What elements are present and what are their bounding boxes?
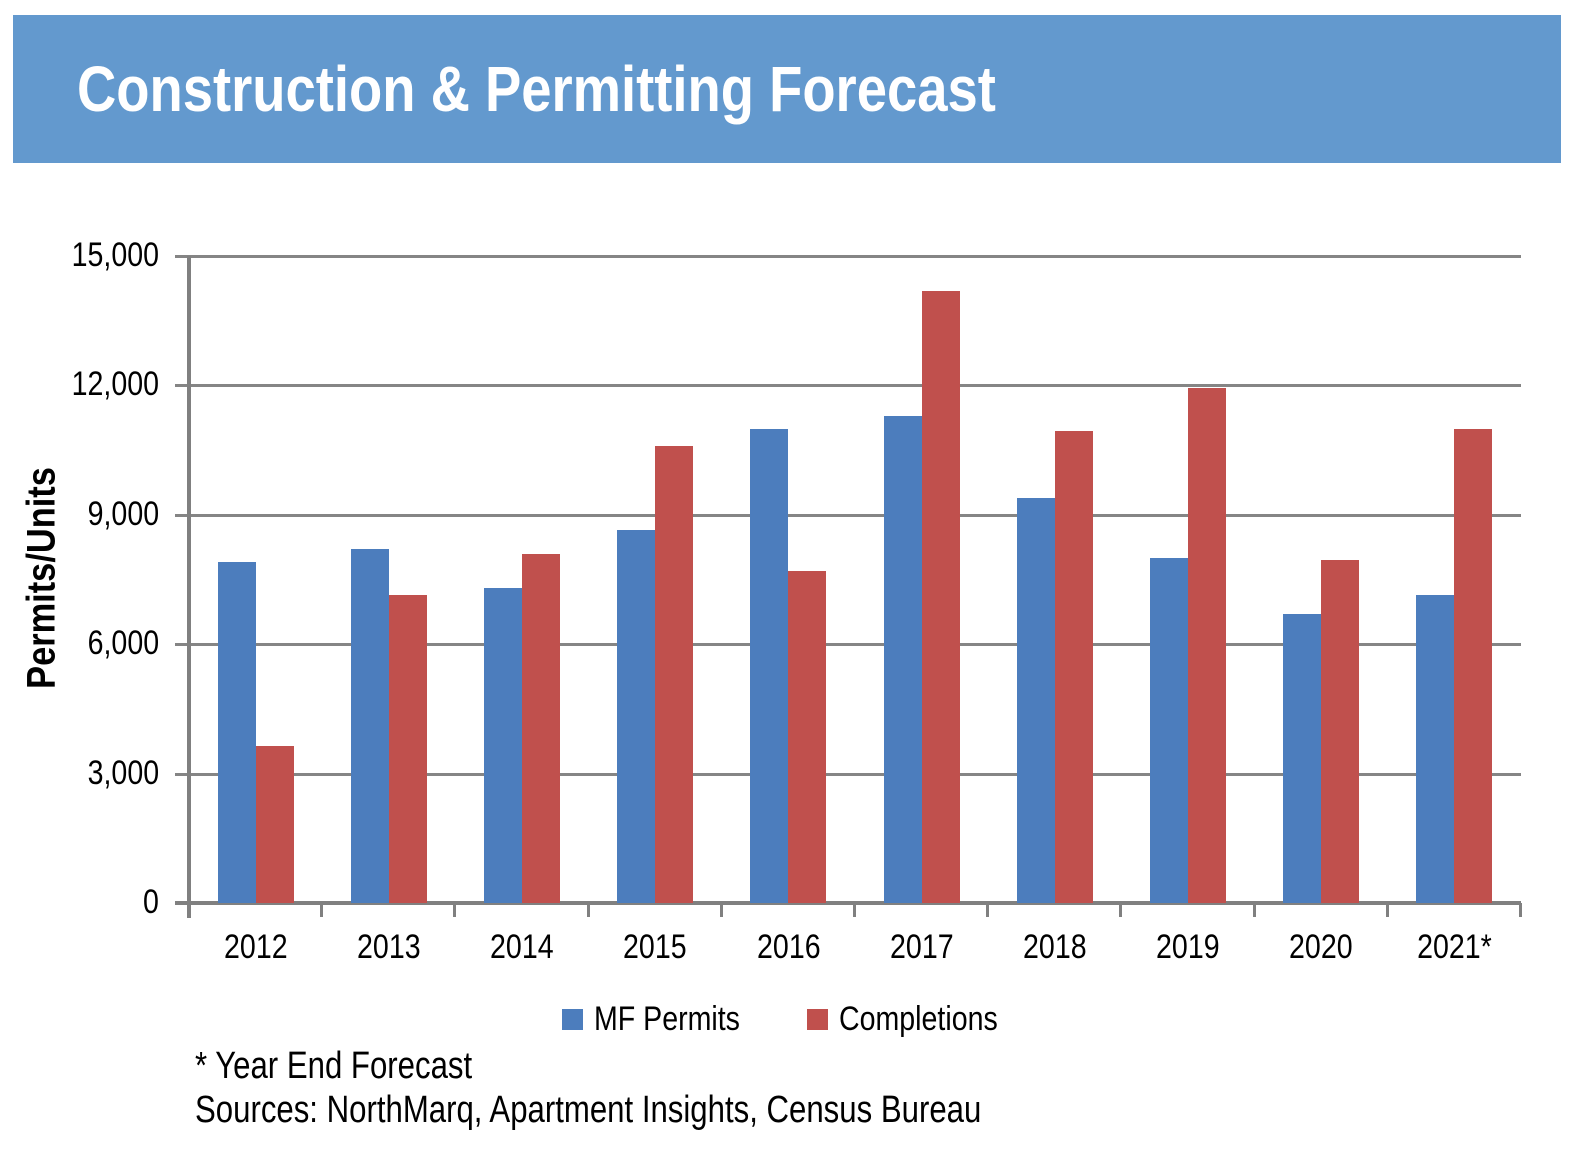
- x-axis-label-text: 2012: [223, 928, 288, 966]
- x-axis-label-text: 2020: [1289, 928, 1353, 966]
- bar-mf-permits-2012: [217, 562, 256, 903]
- chart-footnotes: * Year End Forecast Sources: NorthMarq, …: [195, 1044, 1154, 1132]
- bar-mf-permits-2015: [617, 530, 656, 903]
- gridline-12,000: [175, 384, 1521, 388]
- x-axis-label-2019: 2019: [1121, 928, 1255, 967]
- y-tick-label: 3,000: [0, 754, 159, 793]
- y-tick-label: 0: [0, 883, 159, 922]
- x-axis-label-2015: 2015: [588, 928, 722, 967]
- x-axis-tick: [1252, 903, 1256, 917]
- x-axis-tick: [1119, 903, 1123, 917]
- title-banner: Construction & Permitting Forecast: [13, 15, 1561, 163]
- y-tick-label-text: 9,000: [87, 494, 159, 533]
- x-axis-label-2012: 2012: [189, 928, 323, 967]
- gridline-3,000: [175, 772, 1521, 776]
- x-axis-label-text: 2014: [490, 928, 554, 966]
- x-axis-label-2021: 2021*: [1387, 928, 1521, 967]
- x-axis-label-2016: 2016: [721, 928, 855, 967]
- x-axis-label-text: 2013: [357, 928, 421, 966]
- y-tick-label-text: 0: [143, 883, 159, 921]
- gridline-6,000: [175, 643, 1521, 647]
- y-tick-label: 9,000: [0, 495, 159, 534]
- bar-mf-permits-2016: [750, 429, 789, 903]
- gridline-9,000: [175, 513, 1521, 517]
- x-axis-label-text: 2019: [1156, 928, 1220, 966]
- bar-mf-permits-2018: [1016, 498, 1055, 903]
- footnote-sources: Sources: NorthMarq, Apartment Insights, …: [195, 1089, 982, 1131]
- x-axis-tick: [853, 903, 856, 917]
- bar-completions-2012: [255, 746, 294, 903]
- x-axis-label-text: 2016: [756, 928, 821, 966]
- gridline-15,000: [175, 255, 1521, 258]
- bar-completions-2014: [522, 554, 560, 903]
- bar-mf-permits-2021: [1416, 595, 1455, 903]
- bar-mf-permits-2020: [1283, 614, 1322, 903]
- footnote-forecast: * Year End Forecast: [195, 1045, 473, 1087]
- bar-completions-2016: [788, 571, 827, 903]
- x-axis-label-text: 2021*: [1417, 928, 1492, 966]
- x-axis-tick: [586, 903, 590, 917]
- x-axis-label-text: 2017: [889, 928, 954, 966]
- legend-item-completions: Completions: [807, 1000, 1028, 1039]
- bar-completions-2013: [388, 595, 427, 903]
- y-tick-label: 6,000: [0, 624, 159, 663]
- bar-completions-2019: [1188, 388, 1226, 903]
- y-axis-line: [187, 256, 191, 918]
- y-tick-label-text: 6,000: [87, 624, 159, 663]
- bar-completions-2020: [1321, 560, 1360, 903]
- y-tick-label: 15,000: [0, 236, 159, 275]
- bar-completions-2015: [655, 446, 694, 903]
- x-axis-tick: [986, 903, 990, 917]
- y-tick-label-text: 15,000: [71, 236, 159, 274]
- bar-mf-permits-2017: [883, 416, 922, 903]
- bar-mf-permits-2019: [1150, 558, 1188, 903]
- x-axis-tick: [1519, 903, 1522, 917]
- x-axis-label-2018: 2018: [988, 928, 1122, 967]
- bar-completions-2018: [1054, 431, 1093, 903]
- bar-completions-2021: [1454, 429, 1493, 903]
- legend-swatch-icon: [807, 1009, 828, 1030]
- x-axis-label-text: 2015: [623, 928, 687, 966]
- bar-mf-permits-2013: [350, 549, 389, 903]
- bar-mf-permits-2014: [484, 588, 522, 903]
- x-axis-label-2013: 2013: [322, 928, 456, 967]
- legend-label: MF Permits: [594, 1000, 740, 1038]
- x-axis-label-text: 2018: [1023, 928, 1087, 966]
- x-axis-line: [175, 901, 1521, 905]
- x-axis-tick: [719, 903, 723, 917]
- x-axis-tick: [453, 903, 457, 917]
- bar-completions-2017: [921, 291, 960, 903]
- x-axis-tick: [320, 903, 324, 917]
- x-axis-label-2014: 2014: [455, 928, 589, 967]
- page-title: Construction & Permitting Forecast: [77, 53, 996, 125]
- legend-swatch-icon: [562, 1009, 583, 1030]
- y-axis-title: Permits/Units: [19, 467, 64, 689]
- x-axis-label-2020: 2020: [1254, 928, 1388, 967]
- legend-item-mf-permits: MF Permits: [562, 1000, 768, 1039]
- x-axis-label-2017: 2017: [855, 928, 989, 967]
- legend-label: Completions: [839, 1000, 998, 1038]
- y-tick-label-text: 12,000: [71, 365, 159, 404]
- y-tick-label: 12,000: [0, 365, 159, 404]
- x-axis-tick: [1385, 903, 1389, 917]
- y-tick-label-text: 3,000: [87, 753, 159, 792]
